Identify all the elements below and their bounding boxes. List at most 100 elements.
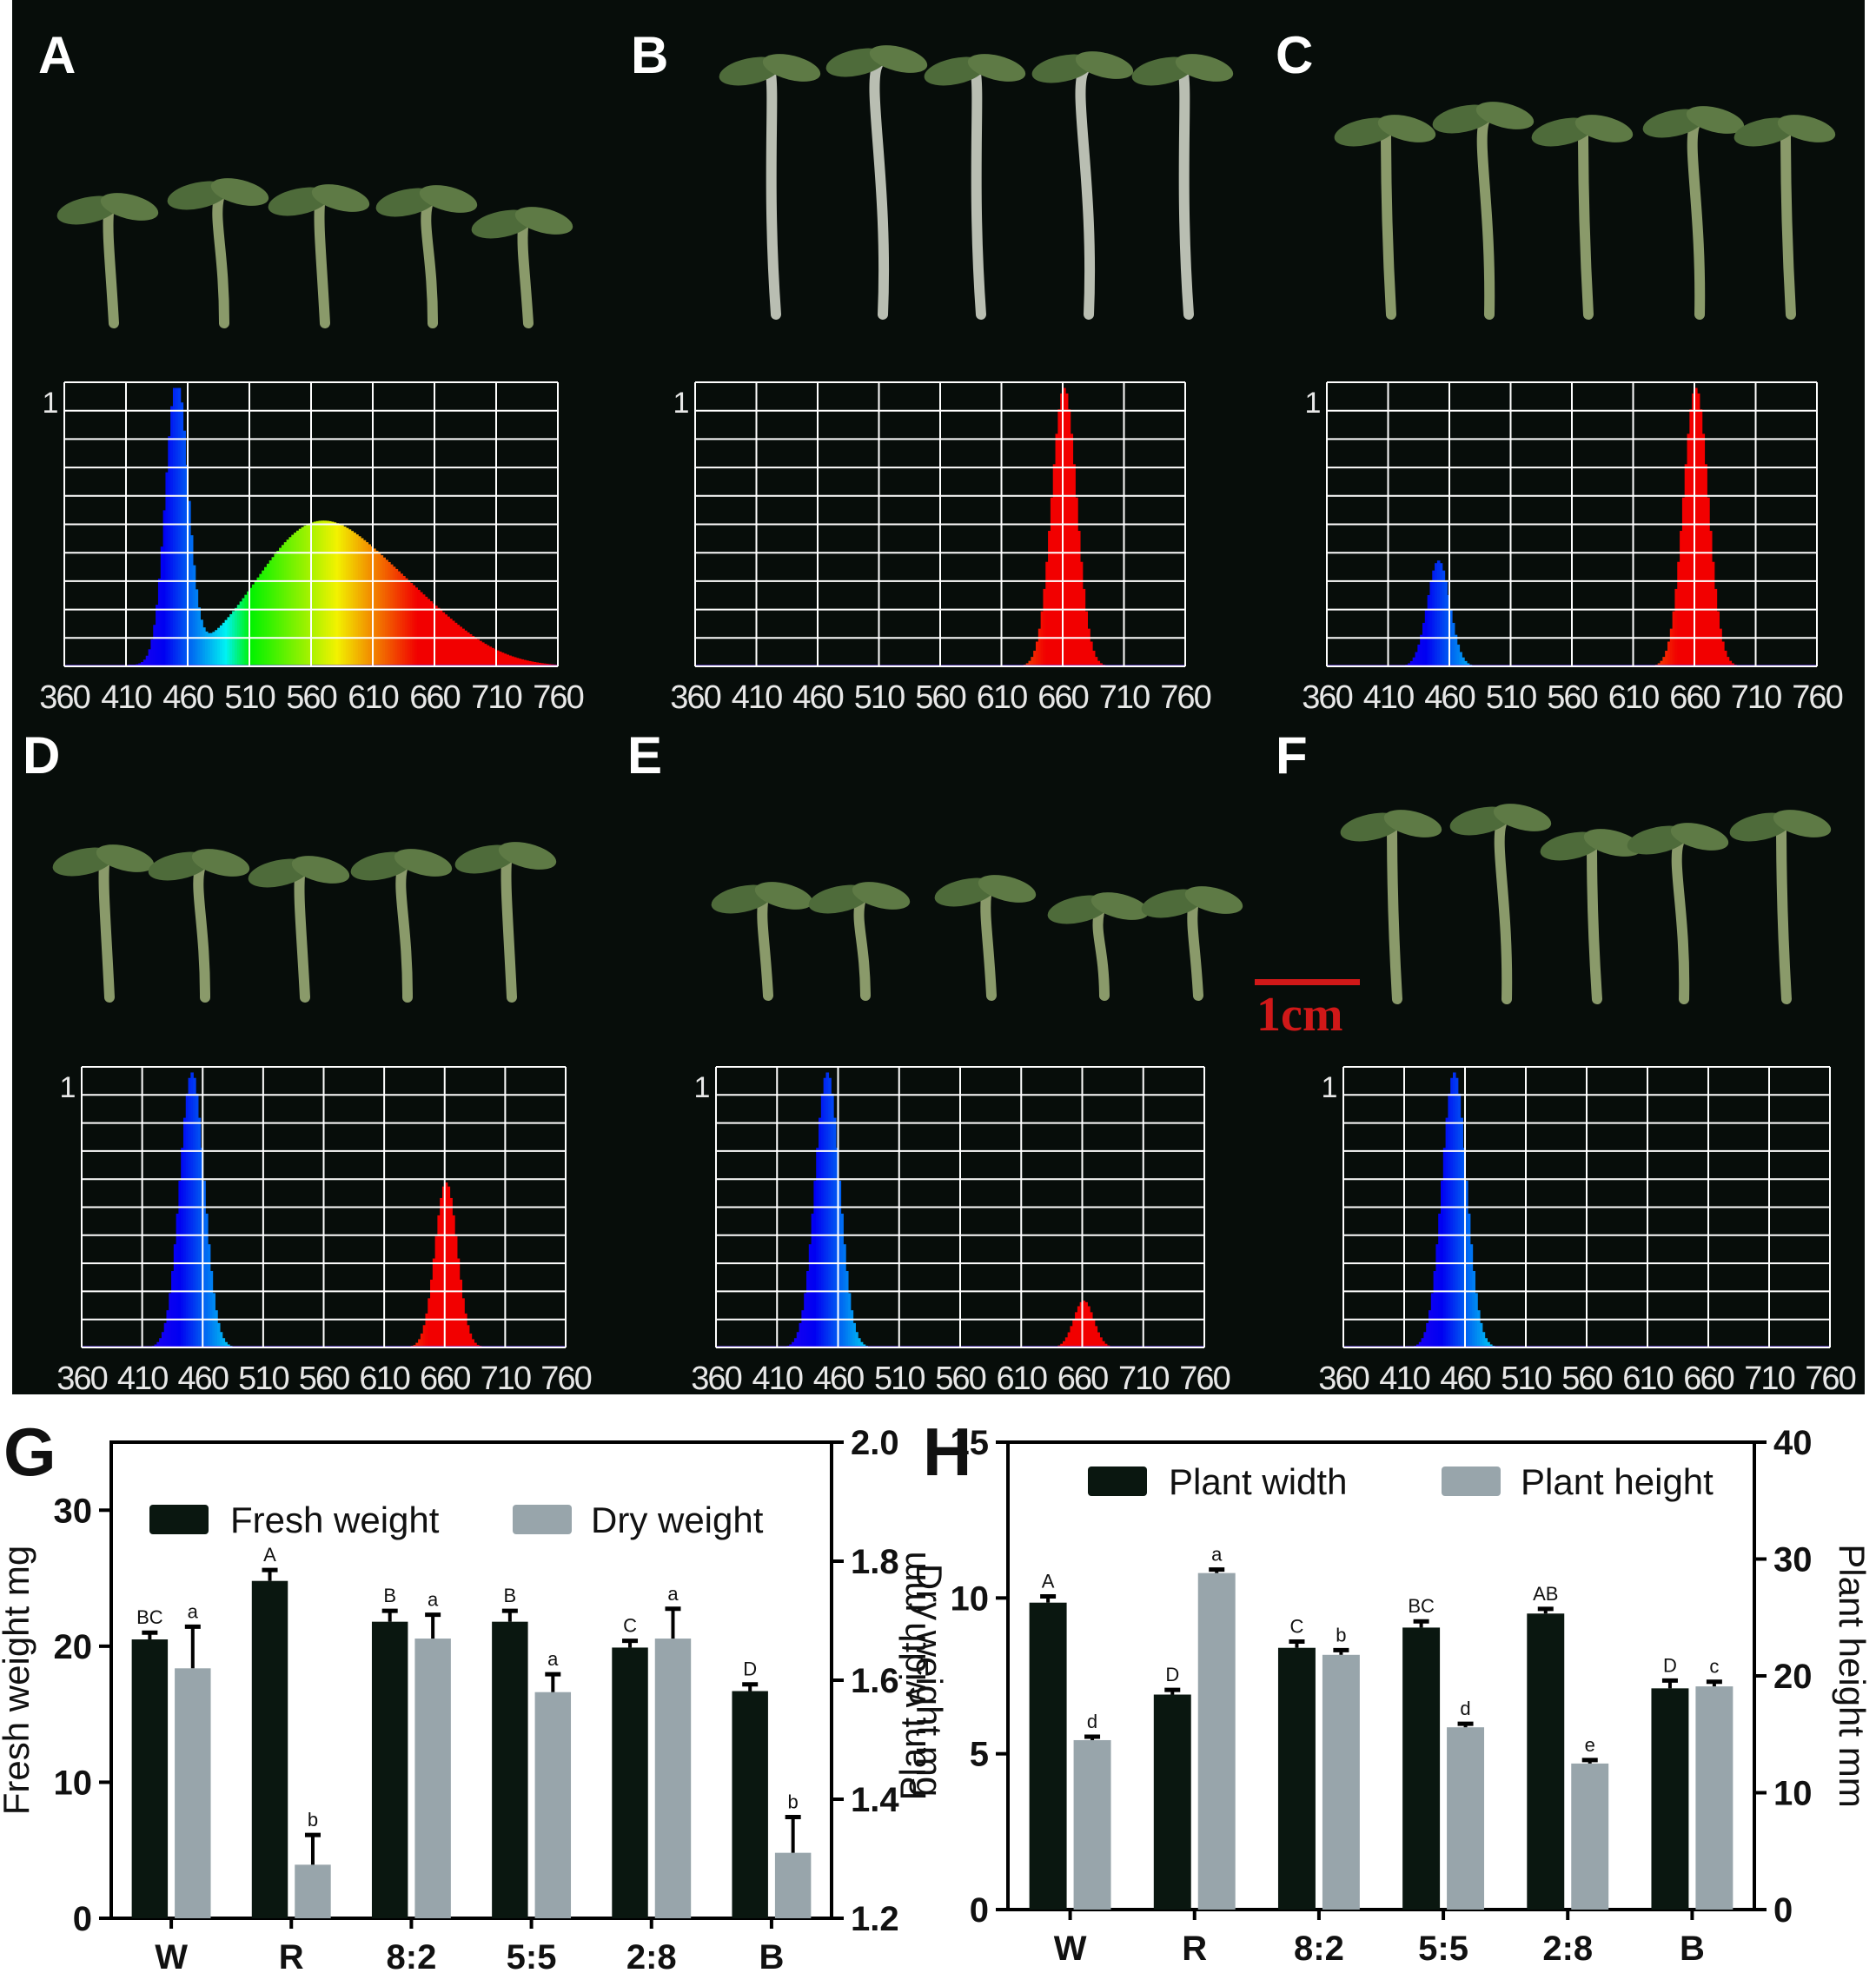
spectrum-strip (1699, 409, 1703, 666)
spectrum-tick-label: 410 (732, 679, 782, 716)
panel-letter-a: A (38, 26, 76, 84)
spectrum-strip (1704, 464, 1707, 666)
seedling-stem (766, 69, 781, 320)
spectrum-strip (449, 619, 453, 666)
spectrum-tick-label: 760 (1160, 679, 1210, 716)
spectrum-strip (1711, 561, 1715, 666)
spectrum-strip (456, 1258, 461, 1347)
spectrum-strip (1033, 651, 1037, 666)
spectrum-strip (447, 616, 450, 666)
y2-tick-label: 10 (1773, 1775, 1813, 1813)
spectrum-strip (291, 534, 295, 666)
spectrum-strip (224, 619, 229, 666)
spectrum-strip (335, 523, 340, 666)
seedling-stem (1092, 907, 1110, 1001)
spectrum-strip (281, 545, 285, 666)
spectrum-strip (823, 1077, 827, 1347)
seedling-leaf (1184, 886, 1243, 914)
spectrum-strip (177, 387, 182, 666)
spectrum-strip (266, 563, 270, 666)
bar-plant-width (1153, 1694, 1191, 1910)
spectrum-tick-label: 410 (117, 1361, 168, 1397)
bar-plant-width (1402, 1627, 1441, 1910)
spectrum-tick-label: 510 (1501, 1361, 1551, 1397)
seedling-leaf (1574, 115, 1634, 142)
spectrum-tick-label: 510 (854, 679, 905, 716)
seedling-leaf (754, 882, 813, 910)
spectrum-y-label: 1 (1322, 1071, 1338, 1104)
spectrum-strip (1442, 570, 1446, 666)
spectrum-strip (530, 661, 534, 666)
spectrum-strip (1463, 660, 1468, 666)
spectrum-strip (859, 1341, 864, 1347)
spectrum-strip (315, 520, 320, 666)
spectrum-strip (170, 406, 174, 666)
spectrum-strip (452, 1215, 455, 1347)
spectrum-strip (193, 1077, 196, 1347)
spectrum-strip (831, 1093, 834, 1347)
spectrum-strip (175, 387, 179, 666)
spectrum-strip (1433, 1270, 1437, 1347)
spectrum-strip (1487, 1341, 1490, 1347)
spectrum-strip (189, 535, 194, 666)
legend-swatch (1088, 1467, 1147, 1496)
spectrum-strip (249, 587, 253, 666)
panel-letter-c: C (1276, 26, 1314, 84)
y2-axis-label: Plant height mm (1832, 1544, 1873, 1807)
spectrum-strip (176, 1213, 180, 1347)
spectrum-strip (1665, 651, 1668, 666)
y2-axis-label: Dry weight mg (909, 1564, 950, 1797)
legend-label: Plant width (1169, 1461, 1347, 1502)
bar-plant-width (1651, 1688, 1689, 1910)
spectrum-strip (498, 651, 502, 666)
spectrum-strip (219, 1332, 223, 1347)
spectrum-strip (156, 1341, 160, 1347)
significance-letter: D (1663, 1654, 1677, 1676)
bar-plant-height (1322, 1654, 1360, 1910)
spectrum-tick-label: 460 (178, 1361, 229, 1397)
spectrum-strip (511, 656, 514, 666)
spectrum-strip (1067, 409, 1071, 666)
spectrum-strip (1435, 1244, 1439, 1347)
plot-frame (1006, 1440, 1756, 1911)
y2-tick-label: 30 (1773, 1541, 1813, 1579)
seedling-stem (1178, 69, 1194, 320)
spectrum-strip (259, 573, 262, 666)
spectrum-strip (805, 1270, 810, 1347)
spectrum-strip (520, 659, 525, 666)
spectrum-strip (801, 1310, 805, 1347)
spectrum-strip (156, 605, 159, 666)
spectrum-strip (434, 606, 438, 666)
spectrum-strip (1453, 1072, 1456, 1347)
spectrum-tick-label: 360 (56, 1361, 107, 1397)
spectrum-strip (385, 559, 388, 666)
spectrum-strip (244, 594, 248, 666)
spectrum-strip (160, 546, 164, 666)
x-tick-label: 8:2 (1294, 1930, 1344, 1968)
seedling-leaf (1686, 106, 1745, 134)
spectrum-strip (515, 658, 520, 666)
bar-fresh-weight (492, 1621, 528, 1918)
y2-tick-label: 40 (1773, 1424, 1813, 1462)
spectrum-strip (1435, 563, 1438, 666)
spectrum-strip (1097, 660, 1101, 666)
seedling-leaf (394, 849, 453, 877)
spectrum-tick-label: 710 (471, 679, 521, 716)
spectrum-strip (271, 557, 275, 666)
seedling-stem (314, 199, 330, 328)
spectrum-strip (215, 630, 218, 666)
bar-dry-weight (654, 1639, 692, 1918)
spectrum-strip (1075, 1312, 1078, 1347)
spectrum-strip (486, 645, 490, 666)
spectrum-tick-label: 710 (1744, 1361, 1794, 1397)
y2-tick-label: 1.6 (851, 1662, 899, 1700)
seedling-stem (869, 60, 890, 320)
spectrum-strip (1097, 1332, 1100, 1347)
spectrum-y-label: 1 (673, 387, 690, 420)
legend-swatch (149, 1505, 209, 1534)
spectrum-strip (417, 589, 421, 666)
spectrum-strip (1045, 561, 1049, 666)
spectrum-strip (835, 1148, 839, 1347)
spectrum-strip (313, 521, 317, 666)
significance-letter: b (788, 1791, 799, 1813)
